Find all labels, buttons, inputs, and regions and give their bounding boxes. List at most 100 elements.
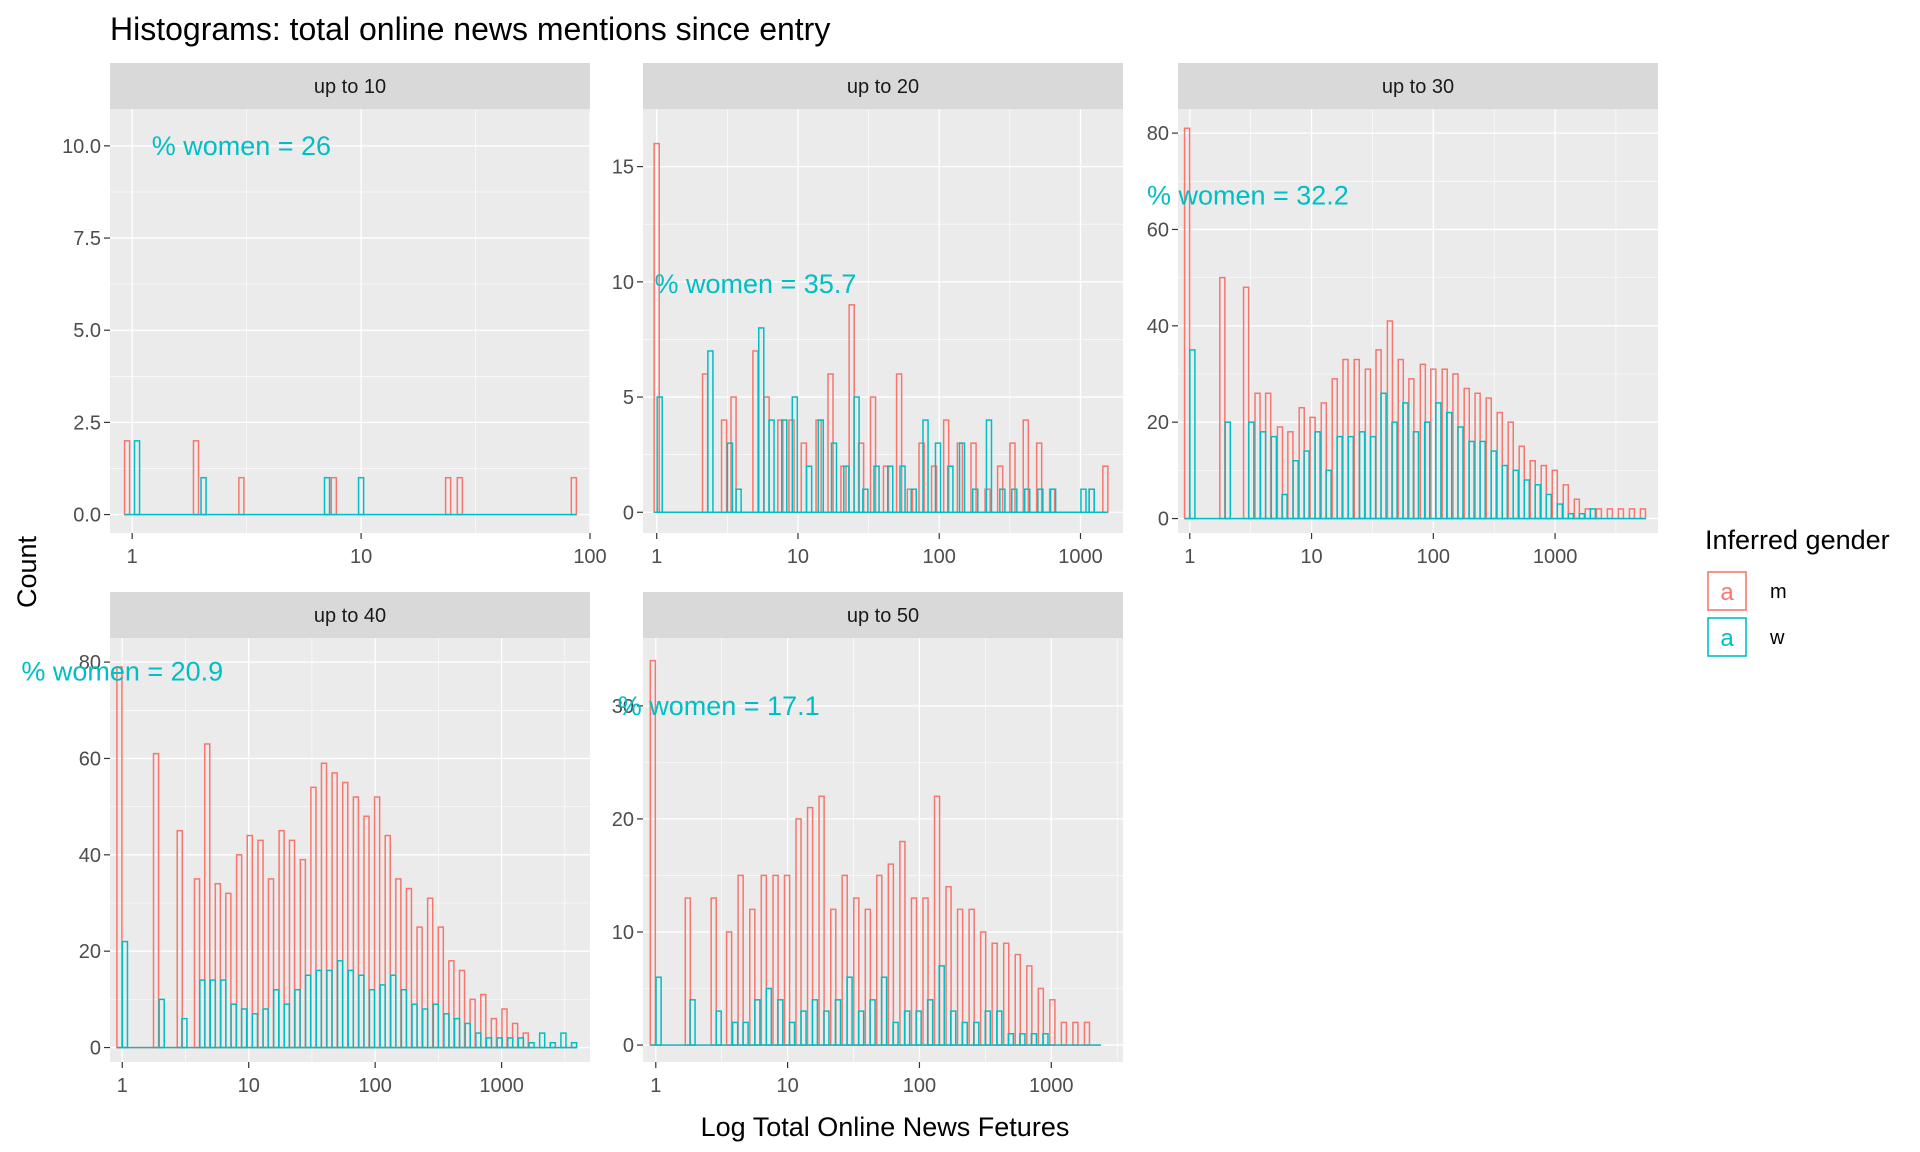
bar-w [754, 999, 761, 1046]
bar-w [915, 1010, 922, 1046]
bar-w [1088, 488, 1095, 514]
bar-w [1037, 488, 1044, 514]
bar-w [971, 488, 979, 514]
legend-label: w [1769, 627, 1785, 649]
bar-w [886, 465, 894, 514]
bar-w [475, 1032, 482, 1049]
bar-w [230, 1003, 237, 1049]
x-tick-label: 10 [350, 546, 372, 568]
x-tick-label: 1000 [1533, 546, 1578, 568]
bar-w [357, 476, 365, 516]
bar-w [1369, 435, 1377, 520]
bar-w [411, 1003, 418, 1049]
bar-w [1435, 402, 1442, 520]
bar-w [1011, 488, 1018, 514]
x-tick-label: 100 [903, 1075, 936, 1097]
bar-w [485, 1037, 493, 1049]
bar-w [1391, 421, 1398, 520]
bar-w [368, 988, 376, 1049]
bar-w [1512, 469, 1520, 520]
x-tick-label: 100 [923, 546, 956, 568]
annotation-women-share: % women = 20.9 [21, 657, 223, 687]
bar-w [133, 440, 141, 516]
bar-w [707, 350, 714, 514]
strip-background [643, 592, 1123, 638]
bar-w [656, 396, 663, 514]
y-tick-label: 20 [612, 809, 634, 831]
strip-background [643, 63, 1123, 109]
bar-w [1445, 411, 1453, 520]
bar-w [742, 1021, 749, 1046]
bar-w [1402, 402, 1409, 520]
plot-background [643, 109, 1123, 533]
bar-w [251, 1013, 259, 1049]
bar-w [938, 965, 945, 1046]
x-tick-label: 10 [776, 1075, 798, 1097]
x-axis-title: Log Total Online News Fetures [701, 1112, 1070, 1142]
y-tick-label: 40 [1147, 316, 1169, 338]
panel-up-to-50: up to 50 0 10 20 30 1 10 100 1000 % women = 17.1 [612, 592, 1123, 1097]
bar-w [731, 1021, 739, 1046]
bar-w [726, 442, 734, 514]
bar-w [1468, 440, 1475, 520]
bar-w [200, 476, 207, 516]
strip-background [1178, 63, 1658, 109]
bar-w [272, 988, 280, 1049]
bar-w [843, 465, 850, 514]
bar-w [853, 396, 860, 514]
y-tick-label: 80 [79, 652, 101, 674]
legend-label: m [1770, 581, 1787, 603]
bar-w [1303, 450, 1310, 520]
bar-w [961, 1021, 969, 1046]
x-tick-label: 10 [238, 1075, 260, 1097]
bar-w [958, 442, 966, 514]
bar-w [323, 476, 331, 516]
bar-w [984, 1010, 992, 1046]
bar-w [240, 1008, 248, 1049]
bar-w [294, 988, 301, 1049]
bar-w [315, 969, 323, 1049]
x-tick-label: 100 [573, 546, 606, 568]
x-tick-label: 1000 [1058, 546, 1103, 568]
bar-w [220, 979, 227, 1049]
y-tick-label: 5.0 [73, 320, 101, 342]
bar-w [823, 1010, 830, 1046]
legend-glyph: a [1720, 625, 1734, 652]
y-tick-label: 20 [79, 941, 101, 963]
annotation-women-share: % women = 32.2 [1147, 181, 1349, 211]
bar-w [949, 1010, 957, 1046]
chart-title: Histograms: total online news mentions s… [110, 11, 830, 47]
bar-w [453, 1017, 461, 1049]
bar-w [1567, 512, 1575, 520]
bar-w [791, 396, 799, 514]
panel-up-to-10: up to 10 0.0 2.5 5.0 7.5 10.0 1 10 100 % women = … [62, 63, 607, 568]
bar-w [1049, 488, 1057, 514]
facet-panels: up to 100.02.55.07.510.01 10 100% women = … [21, 63, 1658, 1097]
bar-w [1534, 484, 1542, 520]
x-tick-label: 1000 [479, 1075, 524, 1097]
bar-w [1479, 440, 1486, 520]
y-tick-label: 0 [623, 1035, 634, 1057]
bar-w [121, 940, 129, 1049]
bar-w [1325, 469, 1332, 520]
annotation-women-share: % women = 35.7 [654, 269, 856, 299]
bar-w [768, 419, 775, 514]
bars [653, 142, 1109, 514]
bar-w [1490, 450, 1497, 520]
bar-w [830, 442, 838, 514]
y-tick-label: 5 [623, 387, 634, 409]
bar-w [788, 1021, 796, 1046]
bar-w [1501, 464, 1509, 520]
bar-w [899, 465, 906, 514]
bar-w [862, 488, 869, 514]
bar-w [1347, 435, 1355, 520]
x-tick-label: 1000 [1029, 1075, 1074, 1097]
x-tick-label: 10 [1300, 546, 1322, 568]
bar-w [464, 1022, 472, 1049]
bar-w [1358, 431, 1366, 520]
bar-w [443, 1013, 450, 1049]
bar-w [800, 1010, 807, 1046]
y-tick-label: 10 [612, 272, 634, 294]
